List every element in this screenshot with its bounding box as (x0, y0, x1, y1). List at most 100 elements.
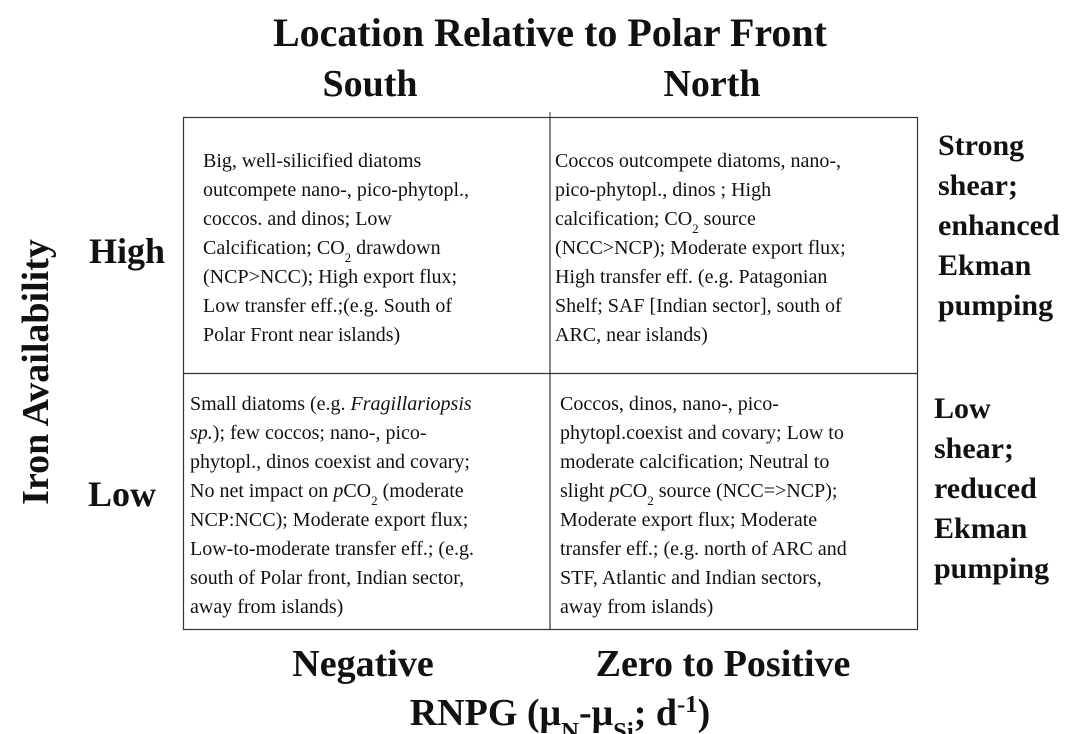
text-run: transfer eff.; (e.g. north of ARC and (560, 538, 847, 560)
text-run: Low-to-moderate transfer eff.; (e.g. (190, 538, 474, 560)
text-run: CO (343, 480, 371, 502)
text-run: phytopl.coexist and covary; Low to (560, 422, 844, 444)
cell-line: pico-phytopl., dinos ; High (555, 179, 771, 201)
text-run: -1 (677, 691, 698, 718)
cell-line: away from islands) (560, 596, 713, 618)
text-run: Small diatoms (e.g. (190, 393, 351, 415)
text-run: 2 (345, 250, 352, 265)
text-run: phytopl., dinos coexist and covary; (190, 451, 470, 473)
text-run: Calcification; CO (203, 237, 345, 259)
cell-line: No net impact on pCO2 (moderate (190, 480, 464, 508)
cell-line: Coccos outcompete diatoms, nano-, (555, 150, 841, 172)
note-line: Strong (938, 129, 1024, 162)
text-run: ARC, near islands) (555, 324, 708, 346)
text-run: sp. (190, 422, 213, 444)
note-line: pumping (938, 289, 1053, 322)
text-run: source (NCC=>NCP); (654, 480, 838, 502)
text-run: 2 (371, 493, 378, 508)
text-run: Big, well-silicified diatoms (203, 150, 422, 172)
text-run: drawdown (351, 237, 440, 259)
cell-line: Shelf; SAF [Indian sector], south of (555, 295, 842, 317)
cell-line: transfer eff.; (e.g. north of ARC and (560, 538, 847, 560)
text-run: source (699, 208, 756, 230)
cell-line: outcompete nano-, pico-phytopl., (203, 179, 469, 201)
cell-line: sp.); few coccos; nano-, pico- (190, 422, 427, 444)
cell-line: calcification; CO2 source (555, 208, 756, 236)
cell-line: ARC, near islands) (555, 324, 708, 346)
cell-line: Big, well-silicified diatoms (203, 150, 422, 172)
cell-line: Polar Front near islands) (203, 324, 400, 346)
text-run: (NCP>NCC); High export flux; (203, 266, 457, 288)
text-run: Moderate export flux; Moderate (560, 509, 817, 531)
cell-line: Coccos, dinos, nano-, pico- (560, 393, 779, 415)
text-run: coccos. and dinos; Low (203, 208, 392, 230)
cell: Coccos, dinos, nano-, pico-phytopl.coexi… (560, 393, 847, 618)
text-run: calcification; CO (555, 208, 692, 230)
cell-line: Calcification; CO2 drawdown (203, 237, 441, 265)
cell-line: Moderate export flux; Moderate (560, 509, 817, 531)
note-line: pumping (934, 552, 1049, 585)
text-run: 2 (692, 221, 699, 236)
row-header: High (89, 231, 165, 271)
cell: Coccos outcompete diatoms, nano-, pico-ph… (555, 150, 846, 346)
cell-line: STF, Atlantic and Indian sectors, (560, 567, 822, 589)
text-run: N (561, 718, 579, 734)
cell: Small diatoms (e.g. Fragillariopsis sp.);… (190, 393, 474, 618)
cell-line: Small diatoms (e.g. Fragillariopsis (190, 393, 472, 415)
text-run: Coccos outcompete diatoms, nano-, (555, 150, 841, 172)
column-header: North (663, 63, 760, 105)
cell-line: High transfer eff. (e.g. Patagonian (555, 266, 827, 288)
text-run: High transfer eff. (e.g. Patagonian (555, 266, 827, 288)
cell-line: phytopl.coexist and covary; Low to (560, 422, 844, 444)
y-axis-label: Iron Availability (15, 239, 57, 505)
text-run: STF, Atlantic and Indian sectors, (560, 567, 822, 589)
text-run: RNPG (μ (410, 692, 562, 734)
notes: Strong shear; enhanced Ekman pumping Low shear… (934, 129, 1060, 585)
x-column-label: Negative (292, 643, 433, 685)
note-line: Ekman (938, 249, 1032, 282)
note-line: enhanced (938, 209, 1060, 242)
text-run: p (607, 480, 619, 502)
text-run: (moderate (378, 480, 464, 502)
text-run: No net impact on (190, 480, 333, 502)
cell-line: slight pCO2 source (NCC=>NCP); (560, 480, 837, 508)
cell-line: (NCC>NCP); Moderate export flux; (555, 237, 846, 259)
text-run: Low transfer eff.;(e.g. South of (203, 295, 452, 317)
text-run: Coccos, dinos, nano-, pico- (560, 393, 779, 415)
text-run: outcompete nano-, pico-phytopl., (203, 179, 469, 201)
text-run: away from islands) (560, 596, 713, 618)
cell-line: south of Polar front, Indian sector, (190, 567, 464, 589)
text-run: -μ (579, 692, 614, 734)
text-run: ); few coccos; nano-, pico- (213, 422, 427, 444)
text-run: 2 (647, 493, 654, 508)
column-header: South (322, 63, 417, 105)
cell-line: NCP:NCC); Moderate export flux; (190, 509, 468, 531)
text-run: Si (613, 718, 634, 734)
text-run: away from islands) (190, 596, 343, 618)
text-run: ; d (634, 692, 677, 734)
cell-line: Low-to-moderate transfer eff.; (e.g. (190, 538, 474, 560)
cell: Big, well-silicified diatoms outcompete n… (203, 150, 469, 346)
cell-line: moderate calcification; Neutral to (560, 451, 829, 473)
note-line: shear; (934, 432, 1014, 465)
cell-line: Low transfer eff.;(e.g. South of (203, 295, 452, 317)
text-run: p (331, 480, 343, 502)
text-run: Shelf; SAF [Indian sector], south of (555, 295, 842, 317)
text-run: Polar Front near islands) (203, 324, 400, 346)
text-run: ) (698, 692, 711, 734)
note-line: Ekman (934, 512, 1028, 545)
cell-line: away from islands) (190, 596, 343, 618)
text-run: south of Polar front, Indian sector, (190, 567, 464, 589)
row-header: Low (88, 474, 156, 514)
note-line: reduced (934, 472, 1037, 505)
text-run: CO (619, 480, 647, 502)
title: Location Relative to Polar Front (273, 10, 828, 55)
text-run: slight (560, 480, 609, 502)
x-column-label: Zero to Positive (596, 643, 851, 685)
note-line: shear; (938, 169, 1018, 202)
text-run: (NCC>NCP); Moderate export flux; (555, 237, 846, 259)
text-run: Fragillariopsis (350, 393, 472, 415)
x-axis-label: RNPG (μN-μSi; d-1) (410, 691, 711, 734)
